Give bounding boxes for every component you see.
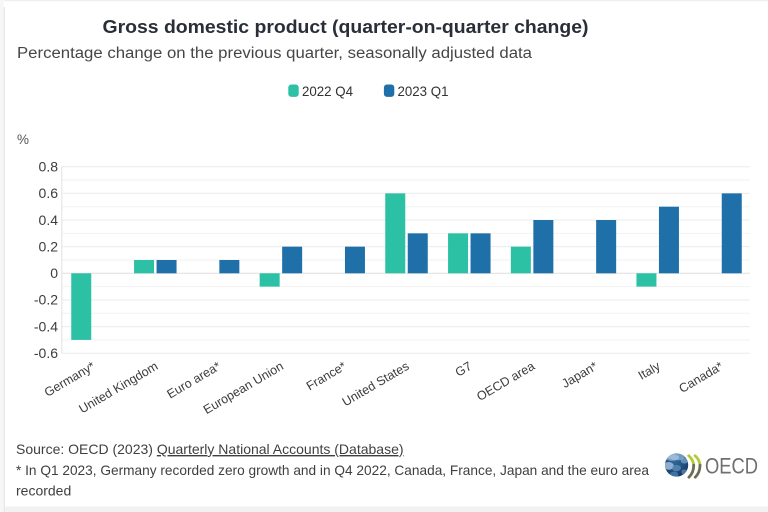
- svg-text:-0.2: -0.2: [34, 292, 58, 308]
- svg-text:2023 Q1: 2023 Q1: [398, 83, 449, 99]
- svg-text:-0.4: -0.4: [34, 318, 58, 334]
- svg-text:0.8: 0.8: [39, 159, 59, 175]
- svg-text:0: 0: [50, 265, 58, 281]
- svg-text:recorded: recorded: [16, 482, 71, 498]
- svg-text:-0.6: -0.6: [34, 345, 58, 361]
- svg-text:%: %: [17, 132, 29, 147]
- svg-text:OECD: OECD: [705, 454, 758, 479]
- svg-text:Percentage change on the previ: Percentage change on the previous quarte…: [17, 45, 532, 62]
- svg-text:Gross domestic product (quarte: Gross domestic product (quarter-on-quart…: [103, 17, 589, 37]
- svg-text:0.2: 0.2: [39, 238, 59, 254]
- svg-text:0.6: 0.6: [39, 185, 59, 201]
- svg-text:Source: OECD (2023) Quarterly: Source: OECD (2023) Quarterly National A…: [16, 441, 404, 457]
- svg-text:* In Q1 2023, Germany recorded: * In Q1 2023, Germany recorded zero grow…: [16, 462, 649, 478]
- svg-text:0.4: 0.4: [39, 212, 59, 228]
- svg-text:2022 Q4: 2022 Q4: [302, 83, 353, 99]
